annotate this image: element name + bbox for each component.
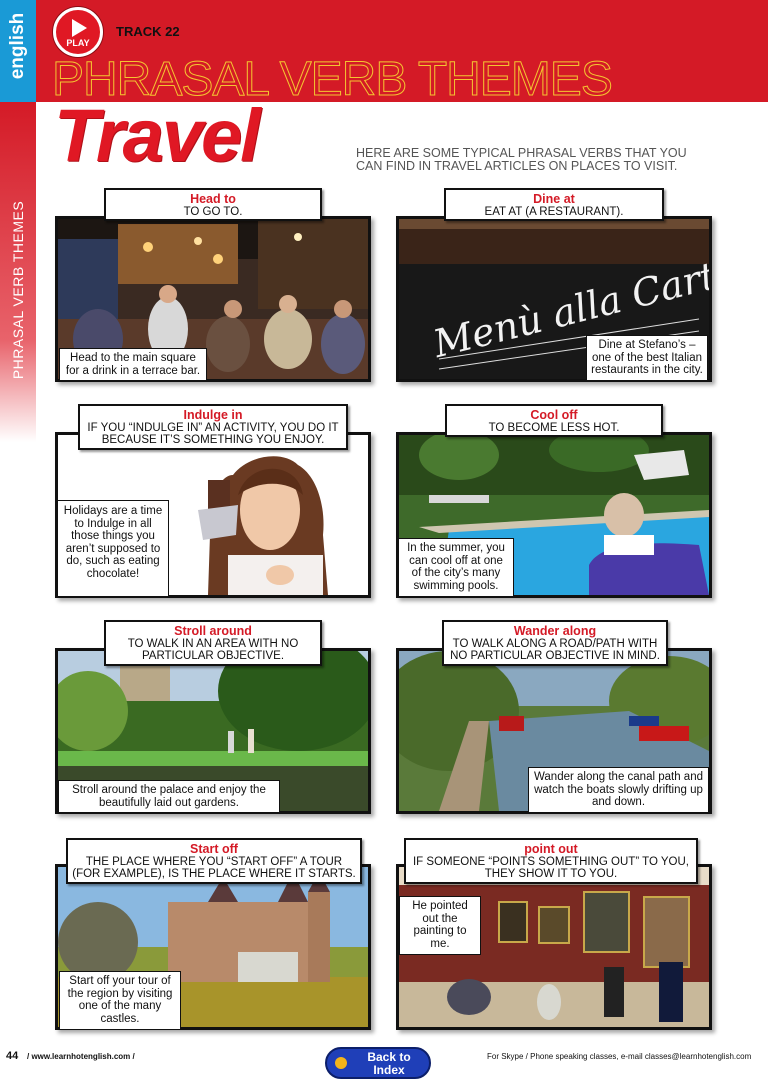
caption-head-to: Head to the main square for a drink in a… xyxy=(59,348,207,381)
play-button[interactable]: PLAY xyxy=(53,7,103,57)
phrase-box-cool-off: Cool off TO BECOME LESS HOT. xyxy=(445,404,663,437)
phrase-wander-along: Wander along xyxy=(513,624,597,638)
website-link[interactable]: / www.learnhotenglish.com / xyxy=(27,1052,135,1061)
page-number: 44 xyxy=(6,1050,19,1062)
street-bar-image xyxy=(58,219,368,379)
header-bar xyxy=(0,0,768,102)
caption-stroll-around: Stroll around the palace and enjoy the b… xyxy=(58,780,280,813)
back-label-line2: Index xyxy=(373,1063,405,1077)
definition-stroll-around: TO WALK IN AN AREA WITH NO PARTICULAR OB… xyxy=(127,638,299,662)
phrase-box-point-out: point out IF SOMEONE “POINTS SOMETHING O… xyxy=(404,838,698,884)
sidebar-label: PHRASAL VERB THEMES xyxy=(10,200,26,380)
canal-path-image xyxy=(399,651,709,811)
caption-indulge-in: Holidays are a time to Indulge in all th… xyxy=(57,500,169,597)
palace-gardens-image xyxy=(58,651,368,811)
definition-cool-off: TO BECOME LESS HOT. xyxy=(488,422,620,434)
caption-wander-along: Wander along the canal path and watch th… xyxy=(528,767,709,813)
phrase-start-off: Start off xyxy=(190,842,238,856)
phrase-stroll-around: Stroll around xyxy=(174,624,252,638)
logo[interactable]: english xyxy=(0,0,36,102)
play-icon xyxy=(72,19,87,37)
photo-stroll-around xyxy=(55,648,371,814)
page-title: Travel xyxy=(54,94,261,177)
photo-wander-along xyxy=(396,648,712,814)
section-heading: PHRASAL VERB THEMES xyxy=(52,53,614,106)
caption-point-out: He pointed out the painting to me. xyxy=(399,896,481,955)
back-label-line1: Back to xyxy=(367,1050,411,1064)
intro-text: HERE ARE SOME TYPICAL PHRASAL VERBS THAT… xyxy=(356,146,687,173)
phrase-head-to: Head to xyxy=(190,192,236,206)
definition-point-out: IF SOMEONE “POINTS SOMETHING OUT” TO YOU… xyxy=(412,856,690,880)
definition-dine-at: EAT AT (A RESTAURANT). xyxy=(484,206,624,218)
phrase-box-head-to: Head to TO GO TO. xyxy=(104,188,322,221)
contact-info: For Skype / Phone speaking classes, e-ma… xyxy=(487,1052,752,1061)
phrase-indulge-in: Indulge in xyxy=(183,408,243,422)
phrase-point-out: point out xyxy=(524,842,578,856)
caption-start-off: Start off your tour of the region by vis… xyxy=(59,971,181,1030)
play-label: PLAY xyxy=(66,38,90,48)
logo-text: english xyxy=(7,12,28,80)
phrase-cool-off: Cool off xyxy=(530,408,578,422)
hand-pointer-icon xyxy=(335,1057,347,1069)
phrase-box-start-off: Start off THE PLACE WHERE YOU “START OFF… xyxy=(66,838,362,884)
definition-wander-along: TO WALK ALONG A ROAD/PATH WITH NO PARTIC… xyxy=(450,638,660,662)
phrase-box-wander-along: Wander along TO WALK ALONG A ROAD/PATH W… xyxy=(442,620,668,666)
phrase-box-indulge-in: Indulge in IF YOU “INDULGE IN” AN ACTIVI… xyxy=(78,404,348,450)
definition-head-to: TO GO TO. xyxy=(183,206,243,218)
definition-start-off: THE PLACE WHERE YOU “START OFF” A TOUR (… xyxy=(72,856,356,880)
photo-head-to xyxy=(55,216,371,382)
definition-indulge-in: IF YOU “INDULGE IN” AN ACTIVITY, YOU DO … xyxy=(87,422,339,446)
track-label: TRACK 22 xyxy=(116,24,180,39)
phrase-box-dine-at: Dine at EAT AT (A RESTAURANT). xyxy=(444,188,664,221)
phrase-box-stroll-around: Stroll around TO WALK IN AN AREA WITH NO… xyxy=(104,620,322,666)
sidebar-strip: PHRASAL VERB THEMES xyxy=(0,102,36,442)
back-to-index-button[interactable]: Back to Index xyxy=(325,1047,431,1079)
caption-cool-off: In the summer, you can cool off at one o… xyxy=(398,538,514,597)
phrase-dine-at: Dine at xyxy=(533,192,575,206)
caption-dine-at: Dine at Stefano’s – one of the best Ital… xyxy=(586,335,708,381)
